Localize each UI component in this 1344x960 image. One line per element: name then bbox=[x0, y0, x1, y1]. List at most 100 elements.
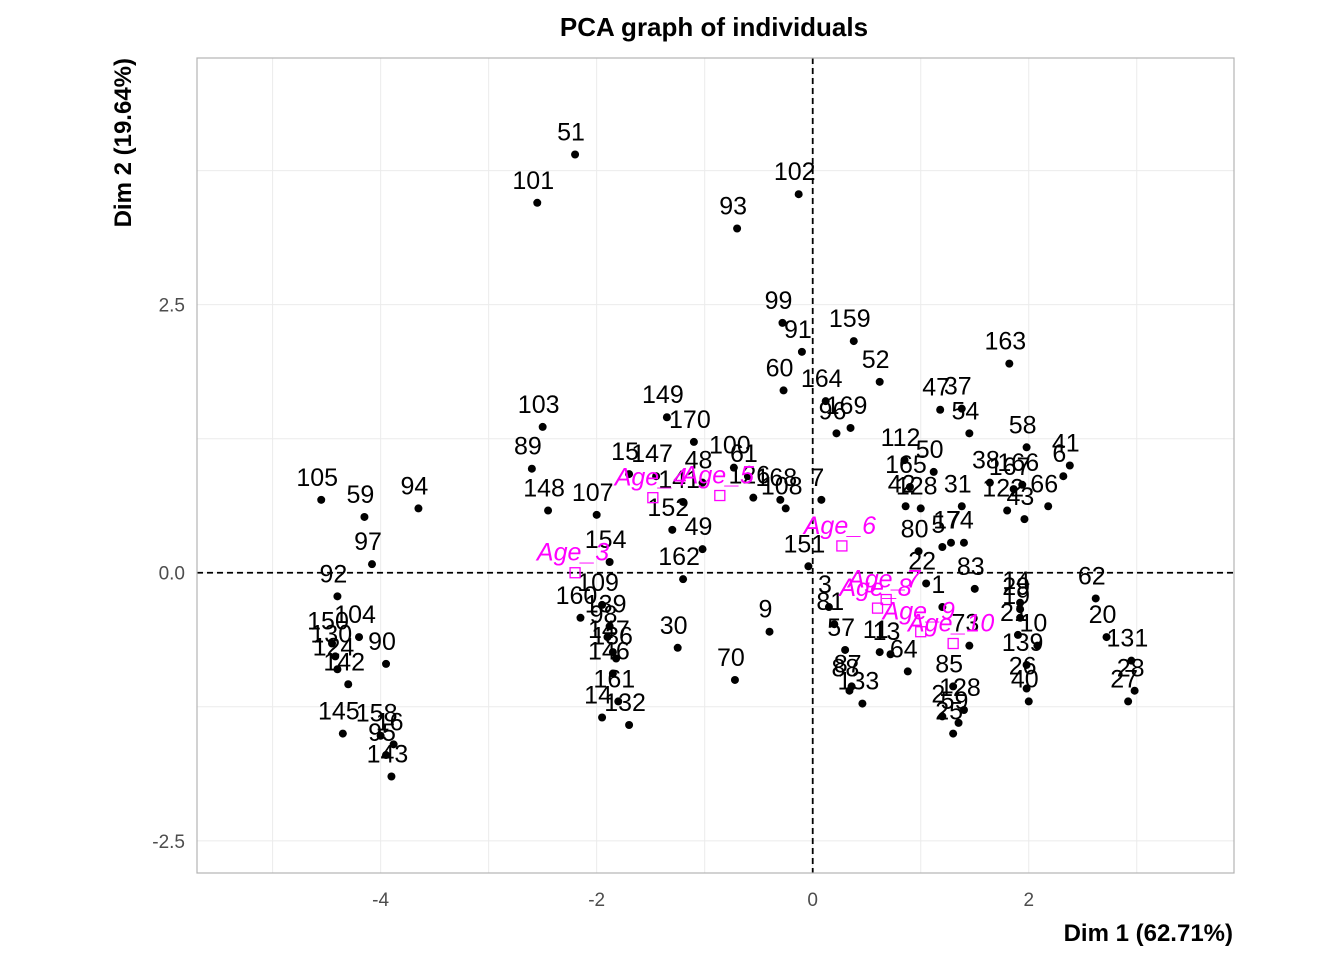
axis-ticks: -4 -2 0 2 -2.5 0.0 2.5 bbox=[152, 296, 1034, 911]
individual-point bbox=[1044, 502, 1053, 511]
individual-label: 98 bbox=[590, 601, 618, 629]
individual-point bbox=[1009, 485, 1018, 494]
individual-point bbox=[652, 472, 661, 481]
individual-label: 5 bbox=[931, 511, 945, 539]
individual-label: 126 bbox=[728, 462, 770, 490]
individual-point bbox=[1003, 506, 1012, 515]
individual-label: 2 bbox=[931, 680, 945, 708]
individual-point bbox=[1005, 359, 1014, 368]
individual-label: 14 bbox=[1002, 567, 1030, 595]
individual-point bbox=[1127, 656, 1136, 665]
supplementary-point bbox=[947, 637, 959, 650]
individual-point bbox=[1016, 605, 1025, 614]
individual-label: 104 bbox=[334, 601, 376, 629]
individual-point bbox=[598, 600, 607, 609]
individual-point bbox=[938, 603, 947, 612]
individual-label: 150 bbox=[307, 608, 349, 636]
individual-label: 38 bbox=[972, 447, 1000, 475]
individual-point bbox=[344, 680, 353, 689]
x-tick-label: -2 bbox=[588, 890, 605, 911]
individual-point bbox=[1102, 633, 1111, 642]
individual-label: 6 bbox=[1052, 440, 1066, 468]
individual-label: 42 bbox=[888, 470, 916, 498]
y-axis-title: Dim 2 (19.64%) bbox=[110, 58, 137, 227]
individual-label: 11 bbox=[863, 616, 889, 644]
individual-label: 17 bbox=[933, 507, 961, 535]
individual-point bbox=[576, 613, 585, 622]
individual-label: 50 bbox=[916, 436, 944, 464]
individual-point bbox=[900, 456, 909, 465]
individual-point bbox=[605, 622, 614, 631]
individual-label: 26 bbox=[1009, 653, 1037, 681]
individual-point bbox=[965, 429, 974, 438]
individual-label: 97 bbox=[354, 528, 382, 556]
individual-label: 54 bbox=[951, 397, 979, 425]
individual-label: 7 bbox=[810, 464, 824, 492]
individual-point bbox=[959, 538, 968, 547]
individual-label: 142 bbox=[323, 648, 365, 676]
individual-label: 21 bbox=[1000, 599, 1028, 627]
individual-point bbox=[914, 547, 923, 556]
individual-label: 124 bbox=[313, 633, 355, 661]
individual-point bbox=[1022, 660, 1031, 669]
individual-label: 152 bbox=[647, 494, 689, 522]
individual-label: 146 bbox=[588, 638, 630, 666]
individual-point bbox=[794, 190, 803, 199]
individual-label: 103 bbox=[518, 391, 560, 419]
individual-point bbox=[1013, 630, 1022, 639]
individual-point bbox=[387, 772, 396, 781]
individual-point bbox=[954, 718, 963, 727]
individual-label: 1 bbox=[931, 571, 945, 599]
individual-label: 47 bbox=[922, 374, 950, 402]
individual-point bbox=[797, 347, 806, 356]
individual-point bbox=[875, 648, 884, 657]
individual-point bbox=[845, 686, 854, 695]
supplementary-point bbox=[836, 540, 848, 552]
individual-label: 112 bbox=[881, 424, 921, 452]
individual-point bbox=[328, 639, 337, 648]
individual-point bbox=[1059, 472, 1068, 481]
individual-point bbox=[858, 699, 867, 708]
individual-label: 57 bbox=[827, 614, 855, 642]
individual-point bbox=[625, 470, 634, 479]
individual-label: 169 bbox=[826, 392, 868, 420]
individual-point bbox=[673, 643, 682, 652]
individual-label: 100 bbox=[709, 432, 751, 460]
supplementary-point bbox=[880, 593, 892, 606]
individual-label: 154 bbox=[585, 526, 627, 554]
individual-label: 52 bbox=[862, 346, 890, 374]
individual-point bbox=[533, 198, 542, 207]
individual-label: 108 bbox=[761, 472, 803, 500]
individual-label: 128 bbox=[896, 472, 938, 500]
x-tick-label: -4 bbox=[372, 890, 389, 911]
supplementary-label: Age_9 bbox=[881, 598, 955, 626]
individual-point bbox=[957, 502, 966, 511]
individual-point bbox=[957, 404, 966, 413]
individual-point bbox=[608, 648, 617, 657]
individual-point bbox=[382, 751, 391, 760]
individual-point bbox=[817, 495, 826, 504]
individual-point bbox=[765, 627, 774, 636]
individual-point bbox=[729, 463, 738, 472]
individual-label: 96 bbox=[819, 397, 847, 425]
individual-label: 25 bbox=[935, 698, 963, 726]
individual-point bbox=[776, 495, 785, 504]
individual-point bbox=[1033, 641, 1042, 650]
x-tick-label: 0 bbox=[807, 890, 818, 911]
individual-label: 27 bbox=[1110, 665, 1138, 693]
individual-label: 16 bbox=[376, 708, 404, 736]
individual-label: 168 bbox=[755, 464, 797, 492]
individual-label: 131 bbox=[1107, 625, 1149, 653]
individual-point bbox=[698, 545, 707, 554]
individual-label: 62 bbox=[1078, 562, 1106, 590]
individual-label: 58 bbox=[1009, 411, 1037, 439]
individual-label: 48 bbox=[685, 447, 713, 475]
individual-label: 74 bbox=[946, 507, 974, 535]
individual-label: 90 bbox=[368, 628, 396, 656]
individual-point bbox=[875, 377, 884, 386]
individual-label: 158 bbox=[356, 700, 398, 728]
individual-label: 64 bbox=[890, 635, 918, 663]
individual-point bbox=[985, 478, 994, 487]
individual-point bbox=[1022, 684, 1031, 693]
